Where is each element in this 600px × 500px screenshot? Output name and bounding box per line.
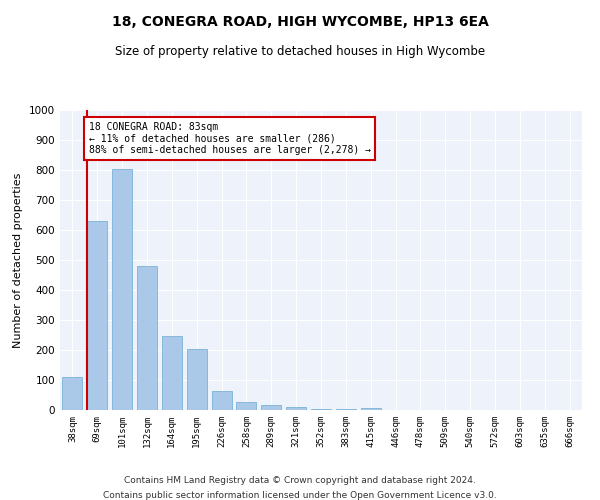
Bar: [212, 391, 232, 410]
Text: 18 CONEGRA ROAD: 83sqm
← 11% of detached houses are smaller (286)
88% of semi-de: 18 CONEGRA ROAD: 83sqm ← 11% of detached…: [89, 122, 371, 155]
Bar: [336, 408, 356, 410]
Bar: [236, 402, 256, 410]
Text: Contains HM Land Registry data © Crown copyright and database right 2024.: Contains HM Land Registry data © Crown c…: [124, 476, 476, 485]
Bar: [262, 404, 281, 410]
Bar: [162, 336, 182, 410]
Bar: [361, 408, 380, 410]
Bar: [88, 221, 107, 410]
Text: Contains public sector information licensed under the Open Government Licence v3: Contains public sector information licen…: [103, 491, 497, 500]
Bar: [112, 168, 132, 410]
Bar: [311, 408, 331, 410]
Bar: [286, 407, 306, 410]
Y-axis label: Number of detached properties: Number of detached properties: [13, 172, 23, 348]
Text: 18, CONEGRA ROAD, HIGH WYCOMBE, HP13 6EA: 18, CONEGRA ROAD, HIGH WYCOMBE, HP13 6EA: [112, 15, 488, 29]
Bar: [62, 377, 82, 410]
Text: Size of property relative to detached houses in High Wycombe: Size of property relative to detached ho…: [115, 45, 485, 58]
Bar: [187, 348, 206, 410]
Bar: [137, 266, 157, 410]
